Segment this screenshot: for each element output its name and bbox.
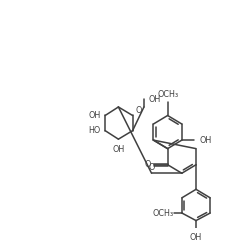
Text: O: O bbox=[148, 163, 154, 172]
Text: HO: HO bbox=[88, 126, 100, 135]
Text: O: O bbox=[135, 106, 141, 114]
Text: OH: OH bbox=[148, 95, 160, 104]
Text: OH: OH bbox=[199, 136, 211, 145]
Text: OH: OH bbox=[189, 233, 201, 241]
Text: O: O bbox=[144, 160, 150, 169]
Text: OH: OH bbox=[112, 145, 124, 154]
Text: OCH₃: OCH₃ bbox=[156, 90, 178, 99]
Text: OH: OH bbox=[88, 111, 100, 120]
Text: OCH₃: OCH₃ bbox=[152, 208, 172, 218]
